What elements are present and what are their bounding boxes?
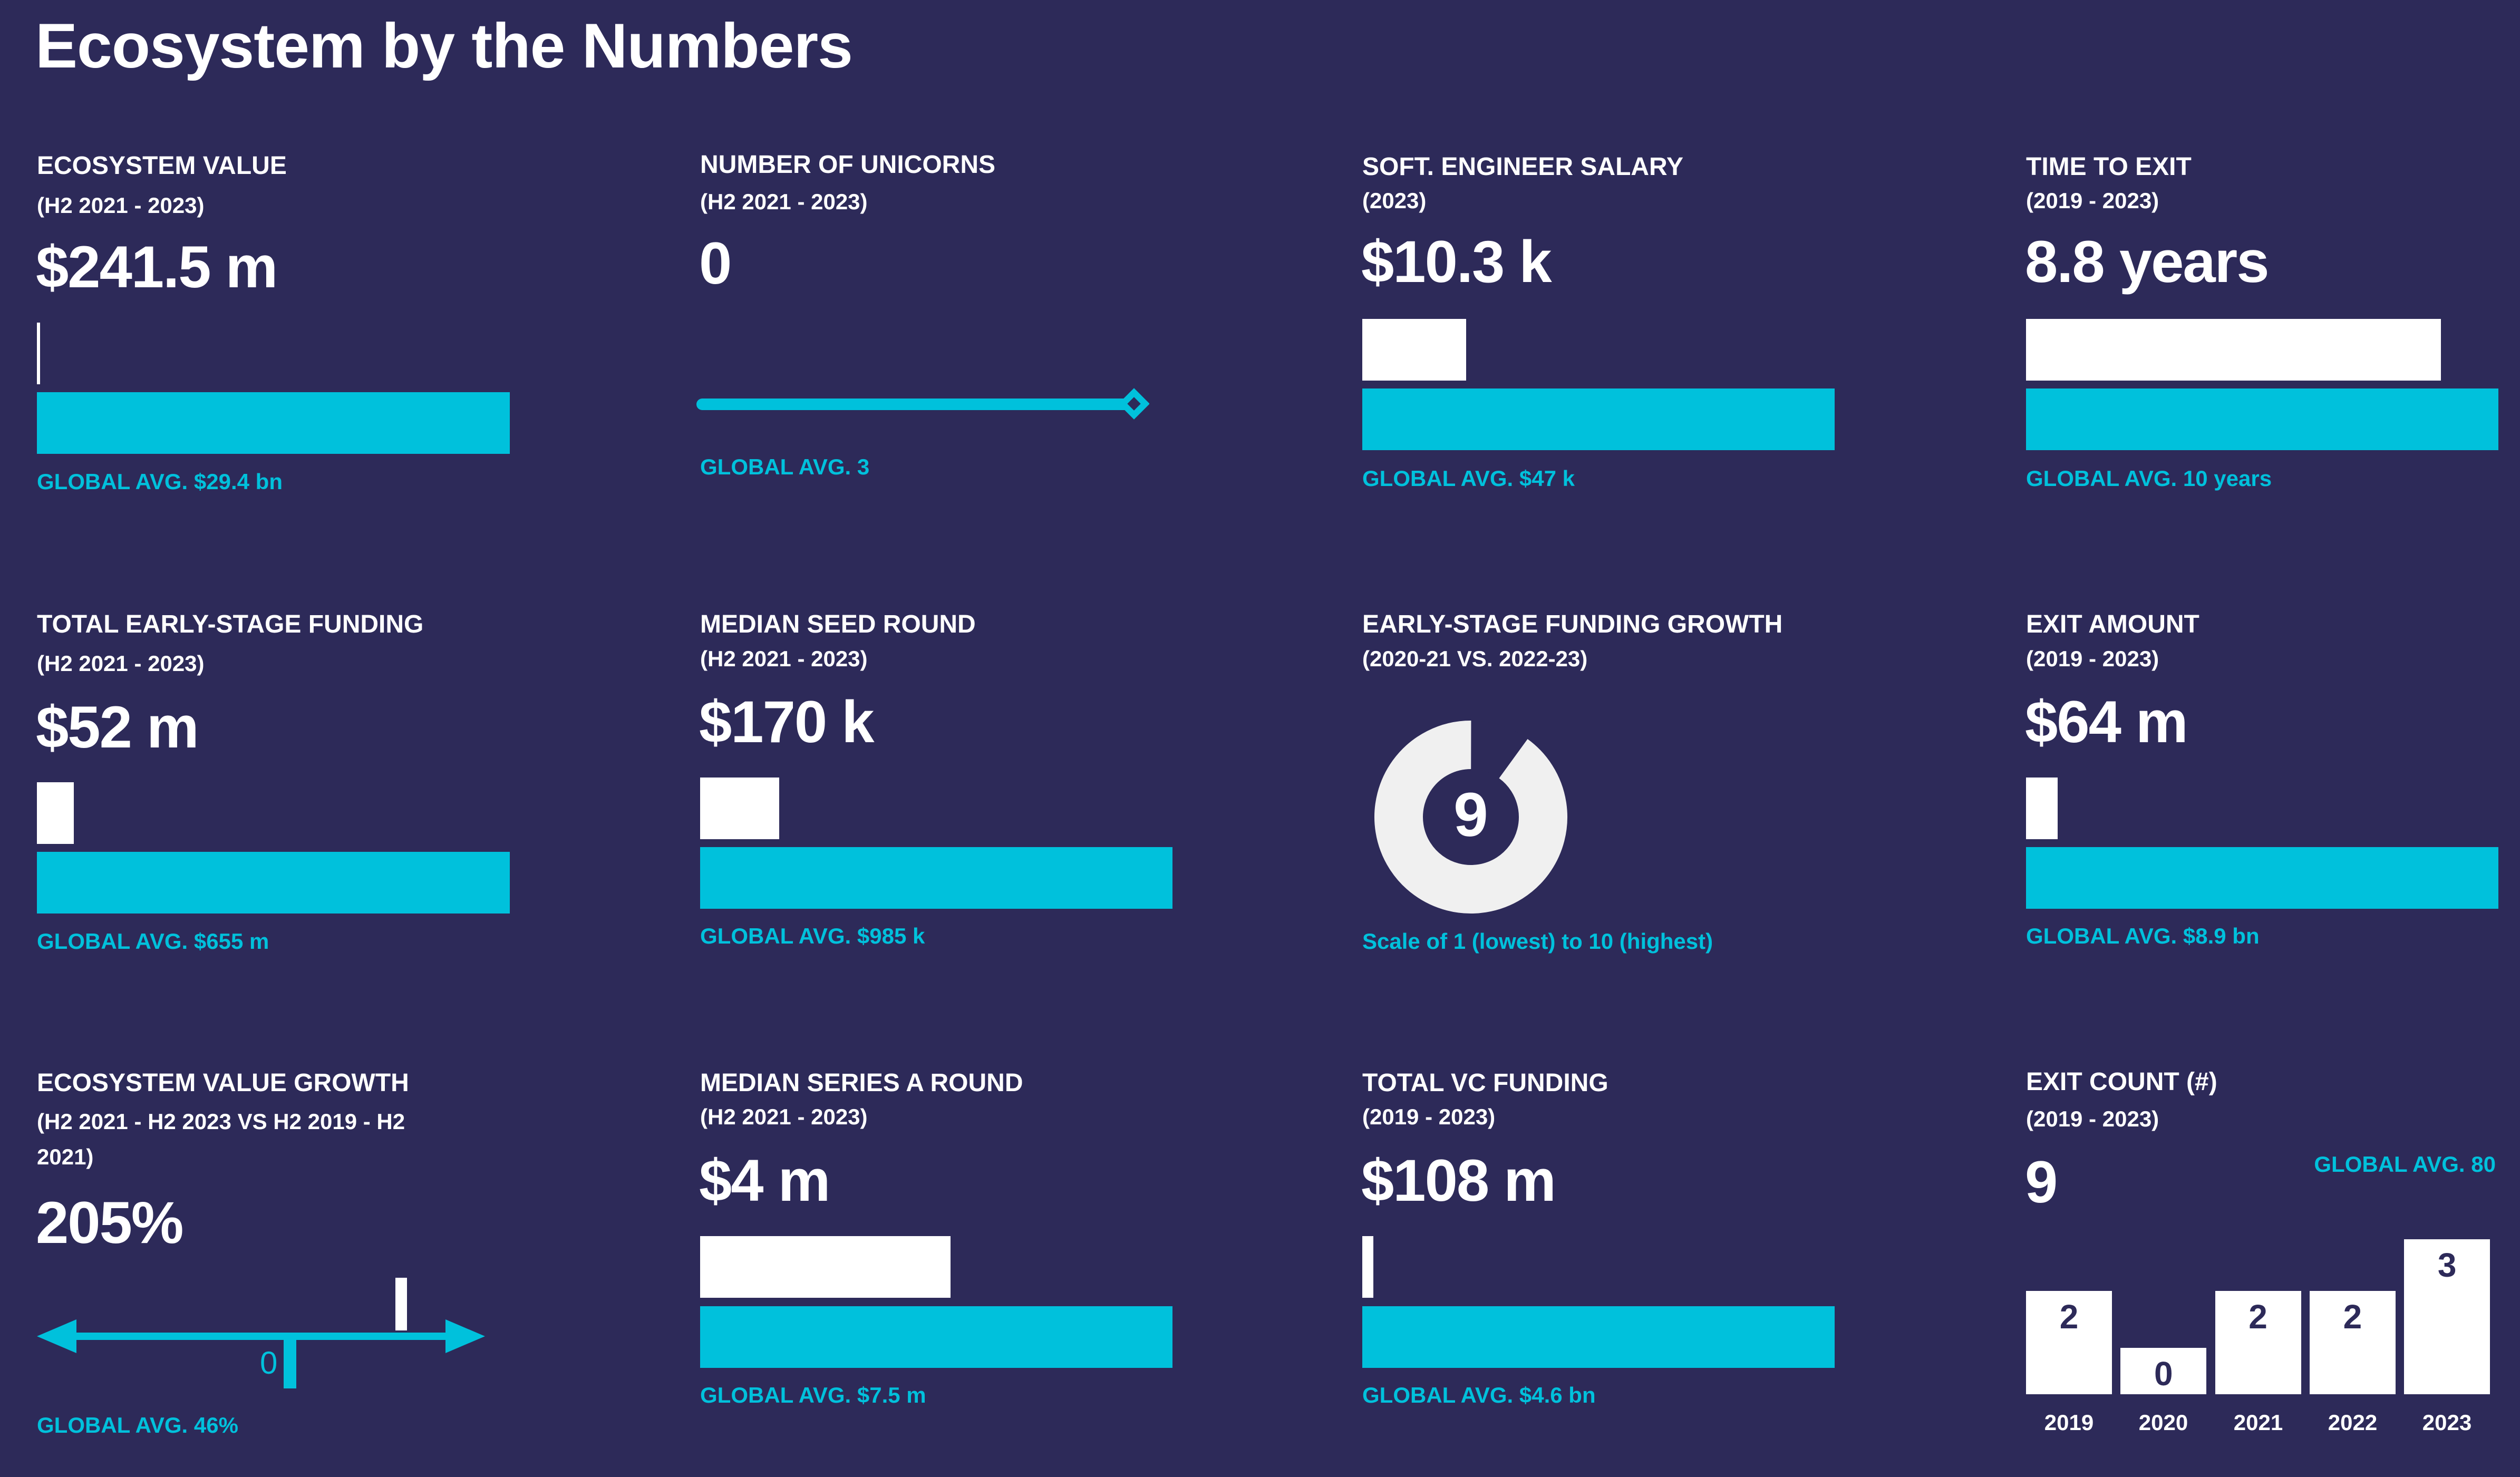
metric-period: (2023): [1362, 188, 1427, 213]
global-avg-bar: [2026, 847, 2498, 909]
global-avg-bar: [37, 852, 510, 914]
metric-period: (2019 - 2023): [2026, 646, 2159, 671]
growth-donut: 9: [1374, 721, 1567, 914]
metric-label: TIME TO EXIT: [2026, 153, 2192, 181]
metric-label: EXIT AMOUNT: [2026, 610, 2199, 638]
page-title: Ecosystem by the Numbers: [35, 11, 853, 81]
exit-bar-2019: 2: [2026, 1291, 2112, 1394]
metric-value: 8.8 years: [2025, 229, 2270, 295]
ecosystem-growth-marker: [395, 1278, 407, 1330]
ecosystem-bar: [2026, 778, 2058, 839]
year-label-2023: 2023: [2422, 1410, 2472, 1435]
year-label-2022: 2022: [2328, 1410, 2378, 1435]
metric-value: $241.5 m: [36, 234, 278, 300]
metric-label: TOTAL EARLY-STAGE FUNDING: [37, 610, 424, 638]
donut-score-arc: [1374, 721, 1567, 914]
growth-axis: 0: [37, 1278, 485, 1388]
ecosystem-bar: [1362, 319, 1466, 381]
metric-value: 205%: [36, 1190, 183, 1256]
year-label-2021: 2021: [2233, 1410, 2283, 1435]
metric-period-line-1: (H2 2021 - H2 2023 VS H2 2019 - H2: [37, 1109, 405, 1134]
global-avg-label: GLOBAL AVG. $29.4 bn: [37, 469, 283, 494]
metric-value: $108 m: [1361, 1148, 1556, 1213]
metric-value: 0: [699, 230, 732, 296]
metric-period: (2019 - 2023): [2026, 1106, 2159, 1131]
ecosystem-bar: [700, 778, 779, 839]
global-avg-label: GLOBAL AVG. $7.5 m: [700, 1383, 926, 1407]
exit-bar-value: 2: [2059, 1298, 2079, 1336]
global-avg-label: GLOBAL AVG. $4.6 bn: [1362, 1383, 1596, 1407]
arrow-left-icon: [37, 1319, 76, 1353]
metric-period: (H2 2021 - 2023): [700, 189, 868, 214]
ecosystem-bar: [1362, 1236, 1373, 1298]
exit-bar-value: 3: [2437, 1246, 2457, 1284]
global-avg-bar: [1362, 388, 1835, 450]
metric-label: NUMBER OF UNICORNS: [700, 151, 995, 179]
metric-period: (H2 2021 - 2023): [37, 651, 205, 676]
global-avg-bar: [2026, 388, 2498, 450]
global-avg-label: GLOBAL AVG. $47 k: [1362, 466, 1575, 491]
global-avg-bar: [700, 847, 1172, 909]
global-avg-label: GLOBAL AVG. 46%: [37, 1413, 238, 1437]
metric-period-line-2: 2021): [37, 1144, 94, 1169]
arrow-right-icon: [445, 1319, 485, 1353]
metric-label: MEDIAN SEED ROUND: [700, 610, 976, 638]
exit-bar-2020: 0: [2120, 1348, 2207, 1394]
exit-bar-value: 2: [2248, 1298, 2267, 1336]
metric-value: $170 k: [699, 689, 875, 755]
year-label-2020: 2020: [2138, 1410, 2188, 1435]
year-label-2019: 2019: [2044, 1410, 2094, 1435]
exit-bar-2022: 2: [2309, 1291, 2396, 1394]
global-avg-label: GLOBAL AVG. 10 years: [2026, 466, 2272, 491]
metric-value: $52 m: [36, 694, 199, 760]
exit-bar-2021: 2: [2215, 1291, 2301, 1394]
exit-bar-value: 2: [2343, 1298, 2362, 1336]
metric-period: (H2 2021 - 2023): [37, 193, 205, 218]
metric-label: SOFT. ENGINEER SALARY: [1362, 153, 1683, 181]
metric-label: TOTAL VC FUNDING: [1362, 1069, 1608, 1097]
metric-period: (2019 - 2023): [1362, 1104, 1496, 1129]
metric-value: $64 m: [2025, 689, 2188, 755]
metric-period: (H2 2021 - 2023): [700, 646, 868, 671]
metric-label: EARLY-STAGE FUNDING GROWTH: [1362, 610, 1783, 638]
metric-label: EXIT COUNT (#): [2026, 1068, 2217, 1096]
axis-zero-label: 0: [260, 1345, 277, 1381]
metric-period: (H2 2021 - 2023): [700, 1104, 868, 1129]
donut-score-text: 9: [1453, 780, 1488, 850]
exit-bar-2023: 3: [2404, 1239, 2490, 1394]
global-avg-label: GLOBAL AVG. $8.9 bn: [2026, 924, 2260, 948]
metric-value: 9: [2025, 1149, 2058, 1215]
exit-bar-value: 0: [2154, 1355, 2173, 1393]
metric-label: MEDIAN SERIES A ROUND: [700, 1069, 1023, 1097]
metric-period: (2020-21 VS. 2022-23): [1362, 646, 1588, 671]
global-avg-bar: [37, 392, 510, 454]
metric-value: $4 m: [699, 1148, 830, 1213]
metric-value: $10.3 k: [1361, 229, 1552, 295]
metric-label: ECOSYSTEM VALUE: [37, 152, 287, 180]
ecosystem-bar: [700, 1236, 951, 1298]
ecosystem-bar: [2026, 319, 2441, 381]
unicorn-track: [696, 388, 1149, 420]
global-avg-label: GLOBAL AVG. 3: [700, 454, 870, 479]
global-avg-bar: [1362, 1306, 1835, 1368]
ecosystem-bar: [37, 782, 74, 844]
global-avg-label: GLOBAL AVG. $655 m: [37, 929, 269, 954]
global-avg-label: GLOBAL AVG. 80: [2314, 1152, 2496, 1177]
global-avg-bar: [700, 1306, 1172, 1368]
ecosystem-bar: [37, 323, 40, 384]
scale-note: Scale of 1 (lowest) to 10 (highest): [1362, 929, 1713, 954]
metric-period: (2019 - 2023): [2026, 188, 2159, 213]
metric-label: ECOSYSTEM VALUE GROWTH: [37, 1069, 409, 1097]
global-avg-label: GLOBAL AVG. $985 k: [700, 924, 925, 948]
global-avg-marker: [284, 1340, 296, 1388]
